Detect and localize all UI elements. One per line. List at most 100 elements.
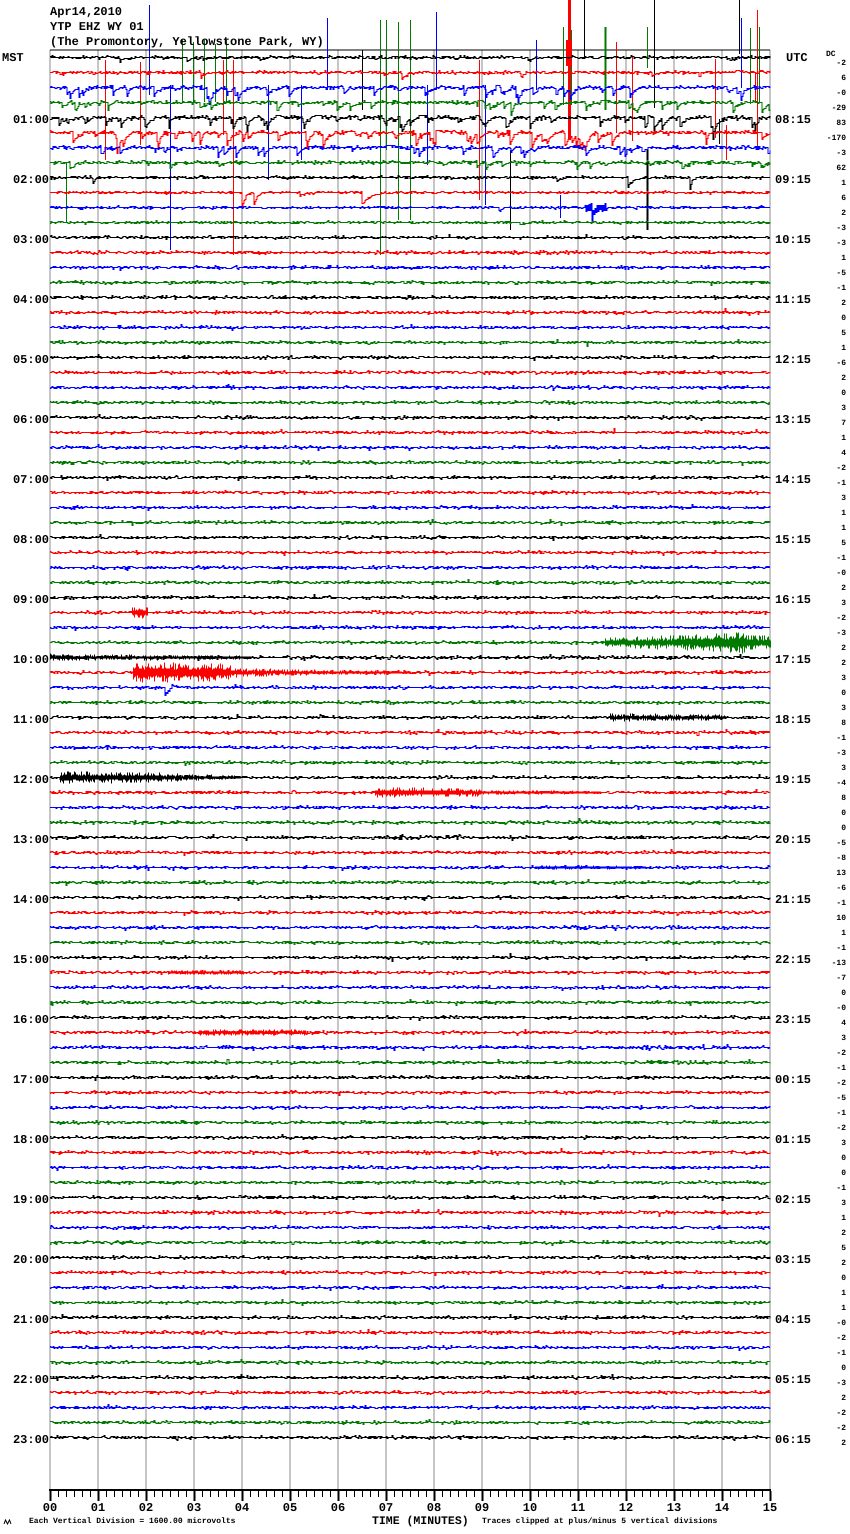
svg-text:8: 8 [841, 794, 846, 803]
svg-text:13:00: 13:00 [13, 833, 49, 847]
svg-text:-0: -0 [836, 1319, 846, 1328]
svg-text:06:15: 06:15 [775, 1433, 811, 1447]
svg-text:-5: -5 [836, 1094, 846, 1103]
svg-text:8: 8 [841, 719, 846, 728]
svg-text:01: 01 [91, 1501, 105, 1515]
svg-text:02:15: 02:15 [775, 1193, 811, 1207]
svg-text:0: 0 [841, 1364, 846, 1373]
svg-text:3: 3 [841, 1139, 846, 1148]
svg-text:06: 06 [331, 1501, 345, 1515]
svg-text:15:00: 15:00 [13, 953, 49, 967]
svg-text:-1: -1 [836, 734, 846, 743]
svg-text:02: 02 [139, 1501, 153, 1515]
svg-text:19:15: 19:15 [775, 773, 811, 787]
svg-text:14:00: 14:00 [13, 893, 49, 907]
svg-text:08:00: 08:00 [13, 533, 49, 547]
svg-text:-6: -6 [836, 884, 846, 893]
svg-text:Each Vertical Division = 1600.: Each Vertical Division = 1600.00 microvo… [29, 1517, 236, 1526]
svg-text:09: 09 [475, 1501, 489, 1515]
svg-text:1: 1 [841, 1289, 846, 1298]
svg-text:00:15: 00:15 [775, 1073, 811, 1087]
svg-text:2: 2 [841, 1259, 846, 1268]
svg-text:-1: -1 [836, 1064, 846, 1073]
svg-text:12:00: 12:00 [13, 773, 49, 787]
svg-text:05:00: 05:00 [13, 353, 49, 367]
svg-text:(The Promontory, Yellowstone P: (The Promontory, Yellowstone Park, WY) [50, 35, 324, 49]
svg-text:2: 2 [841, 299, 846, 308]
svg-text:20:00: 20:00 [13, 1253, 49, 1267]
svg-text:02:00: 02:00 [13, 173, 49, 187]
svg-text:-4: -4 [836, 779, 846, 788]
svg-text:13:15: 13:15 [775, 413, 811, 427]
svg-text:-5: -5 [836, 269, 846, 278]
svg-text:10:15: 10:15 [775, 233, 811, 247]
svg-text:0: 0 [841, 314, 846, 323]
svg-text:06:00: 06:00 [13, 413, 49, 427]
svg-text:4: 4 [841, 449, 846, 458]
svg-text:22:15: 22:15 [775, 953, 811, 967]
svg-text:18:00: 18:00 [13, 1133, 49, 1147]
svg-text:0: 0 [841, 689, 846, 698]
svg-text:-1: -1 [836, 1184, 846, 1193]
svg-text:6: 6 [841, 194, 846, 203]
svg-text:07:00: 07:00 [13, 473, 49, 487]
svg-text:-2: -2 [836, 1079, 846, 1088]
svg-text:0: 0 [841, 1169, 846, 1178]
svg-text:0: 0 [841, 824, 846, 833]
svg-text:11:15: 11:15 [775, 293, 811, 307]
svg-text:14: 14 [715, 1501, 729, 1515]
svg-text:01:15: 01:15 [775, 1133, 811, 1147]
svg-text:-3: -3 [836, 239, 846, 248]
svg-text:5: 5 [841, 539, 846, 548]
svg-text:21:00: 21:00 [13, 1313, 49, 1327]
svg-text:0: 0 [841, 989, 846, 998]
svg-text:UTC: UTC [786, 51, 808, 65]
svg-text:14:15: 14:15 [775, 473, 811, 487]
svg-text:-1: -1 [836, 479, 846, 488]
svg-text:-6: -6 [836, 359, 846, 368]
svg-text:-170: -170 [827, 134, 846, 143]
svg-text:18:15: 18:15 [775, 713, 811, 727]
svg-text:19:00: 19:00 [13, 1193, 49, 1207]
svg-text:22:00: 22:00 [13, 1373, 49, 1387]
svg-text:2: 2 [841, 644, 846, 653]
svg-text:-7: -7 [836, 974, 846, 983]
svg-text:2: 2 [841, 659, 846, 668]
svg-text:23:15: 23:15 [775, 1013, 811, 1027]
svg-text:-1: -1 [836, 944, 846, 953]
svg-text:03: 03 [187, 1501, 201, 1515]
svg-text:-3: -3 [836, 224, 846, 233]
svg-text:-8: -8 [836, 854, 846, 863]
svg-text:09:00: 09:00 [13, 593, 49, 607]
svg-text:1: 1 [841, 179, 846, 188]
svg-text:04:15: 04:15 [775, 1313, 811, 1327]
svg-text:13: 13 [667, 1501, 681, 1515]
svg-text:1: 1 [841, 1214, 846, 1223]
svg-text:0: 0 [841, 809, 846, 818]
svg-text:3: 3 [841, 1034, 846, 1043]
svg-text:1: 1 [841, 344, 846, 353]
svg-text:2: 2 [841, 584, 846, 593]
svg-text:-0: -0 [836, 89, 846, 98]
svg-text:3: 3 [841, 599, 846, 608]
svg-text:MST: MST [2, 51, 24, 65]
svg-text:Apr14,2010: Apr14,2010 [50, 5, 122, 19]
svg-text:09:15: 09:15 [775, 173, 811, 187]
svg-text:03:15: 03:15 [775, 1253, 811, 1267]
svg-text:TIME (MINUTES): TIME (MINUTES) [372, 1515, 469, 1528]
svg-text:2: 2 [841, 374, 846, 383]
svg-text:-2: -2 [836, 1124, 846, 1133]
svg-text:08:15: 08:15 [775, 113, 811, 127]
svg-text:0: 0 [841, 1154, 846, 1163]
svg-text:16:15: 16:15 [775, 593, 811, 607]
svg-text:3: 3 [841, 764, 846, 773]
svg-text:-2: -2 [836, 1409, 846, 1418]
svg-text:3: 3 [841, 674, 846, 683]
svg-text:-1: -1 [836, 899, 846, 908]
svg-text:Traces clipped at plus/minus 5: Traces clipped at plus/minus 5 vertical … [482, 1517, 717, 1526]
svg-text:2: 2 [841, 1439, 846, 1448]
svg-text:04: 04 [235, 1501, 249, 1515]
svg-text:07: 07 [379, 1501, 393, 1515]
svg-text:01:00: 01:00 [13, 113, 49, 127]
svg-text:-1: -1 [836, 1109, 846, 1118]
